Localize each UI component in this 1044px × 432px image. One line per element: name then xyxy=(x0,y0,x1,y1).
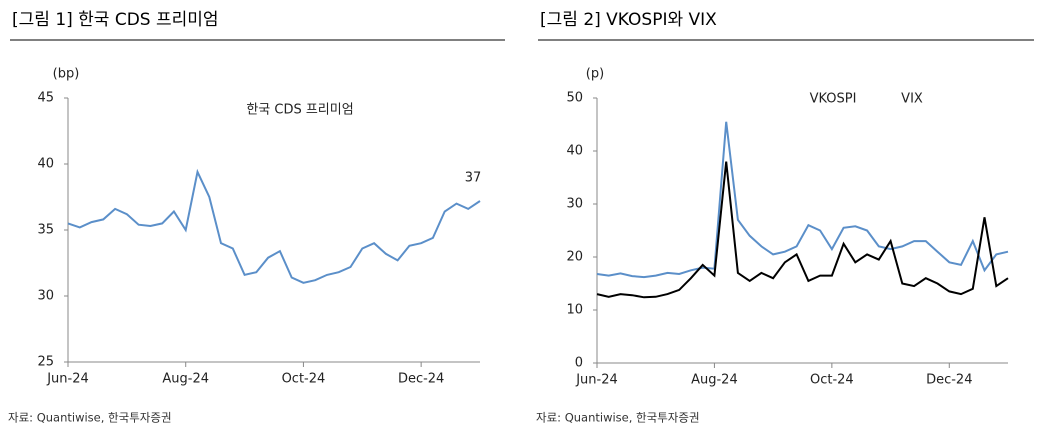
x-tick-label: Jun-24 xyxy=(575,373,618,388)
x-tick-label: Dec-24 xyxy=(398,372,444,387)
series-line xyxy=(596,121,1009,279)
series-line xyxy=(596,161,1009,299)
y-tick-label: 40 xyxy=(566,144,583,159)
x-tick-label: Oct-24 xyxy=(282,372,326,387)
chart-title: [그림 1] 한국 CDS 프리미엄 xyxy=(12,10,219,30)
y-tick-label: 35 xyxy=(37,223,54,238)
legend-entry: 한국 CDS 프리미엄 xyxy=(246,103,353,118)
y-tick-label: 40 xyxy=(37,157,54,172)
y-tick-label: 10 xyxy=(566,303,583,318)
y-tick-label: 20 xyxy=(566,250,583,265)
x-tick-label: Aug-24 xyxy=(691,373,738,388)
legend-entry: VKOSPI xyxy=(810,92,857,107)
unit-label: (bp) xyxy=(53,67,80,82)
y-tick-label: 25 xyxy=(37,355,54,370)
y-tick-label: 30 xyxy=(566,197,583,212)
chart-title: [그림 2] VKOSPI와 VIX xyxy=(540,10,717,30)
series-line xyxy=(67,168,481,284)
unit-label: (p) xyxy=(586,67,604,82)
x-tick-label: Oct-24 xyxy=(810,373,854,388)
y-tick-label: 30 xyxy=(37,289,54,304)
x-tick-label: Aug-24 xyxy=(162,372,209,387)
x-tick-label: Dec-24 xyxy=(926,373,972,388)
annotation: 37 xyxy=(465,171,482,186)
legend-entry: VIX xyxy=(901,92,923,107)
y-tick-label: 0 xyxy=(575,356,583,371)
y-tick-label: 50 xyxy=(566,91,583,106)
source: 자료: Quantiwise, 한국투자증권 xyxy=(8,411,172,425)
x-tick-label: Jun-24 xyxy=(46,372,89,387)
y-tick-label: 45 xyxy=(37,91,54,106)
source: 자료: Quantiwise, 한국투자증권 xyxy=(536,411,700,425)
